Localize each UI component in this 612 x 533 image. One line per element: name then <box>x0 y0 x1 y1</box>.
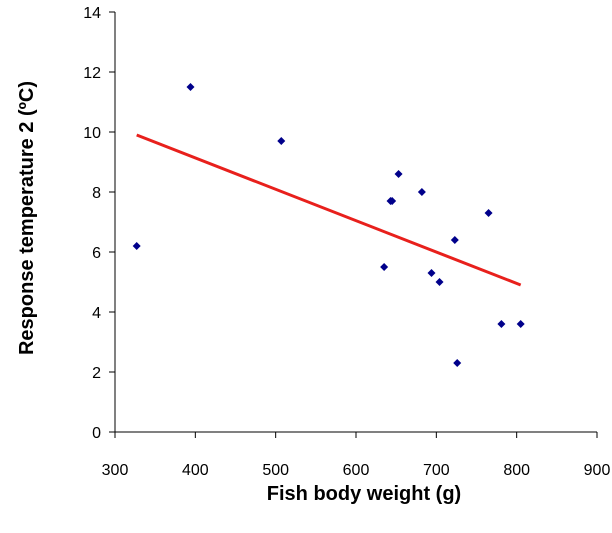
data-point <box>485 209 493 217</box>
data-point <box>453 359 461 367</box>
x-tick-label: 300 <box>102 462 129 479</box>
data-point <box>428 269 436 277</box>
data-points <box>133 83 525 367</box>
y-tick-label: 12 <box>83 65 101 82</box>
y-tick-label: 0 <box>92 425 101 442</box>
y-tick-label: 2 <box>92 365 101 382</box>
y-axis-title: Response temperature 2 (ºC) <box>16 81 38 355</box>
data-point <box>277 137 285 145</box>
y-tick-label: 6 <box>92 245 101 262</box>
x-axis-title: Fish body weight (g) <box>267 483 461 505</box>
data-point <box>436 278 444 286</box>
data-point <box>133 242 141 250</box>
y-axis-ticks: 0 2 4 6 8 10 12 14 <box>83 5 115 442</box>
data-point <box>517 320 525 328</box>
x-tick-label: 400 <box>182 462 209 479</box>
x-tick-label: 800 <box>503 462 530 479</box>
data-point <box>380 263 388 271</box>
trendline <box>137 135 521 285</box>
trendline-group <box>137 135 521 285</box>
y-tick-label: 14 <box>83 5 101 22</box>
x-tick-label: 900 <box>584 462 611 479</box>
data-point <box>418 188 426 196</box>
x-tick-label: 500 <box>262 462 289 479</box>
x-tick-label: 600 <box>343 462 370 479</box>
x-axis-ticks: 300 400 500 600 700 800 900 <box>102 432 611 479</box>
data-point <box>451 236 459 244</box>
y-tick-label: 10 <box>83 125 101 142</box>
plot-area: 300 400 500 600 700 800 900 0 2 4 6 8 10 12 14 <box>83 5 610 479</box>
data-point <box>497 320 505 328</box>
x-tick-label: 700 <box>423 462 450 479</box>
data-point <box>187 83 195 91</box>
y-tick-label: 8 <box>92 185 101 202</box>
y-tick-label: 4 <box>92 305 101 322</box>
data-point <box>395 170 403 178</box>
